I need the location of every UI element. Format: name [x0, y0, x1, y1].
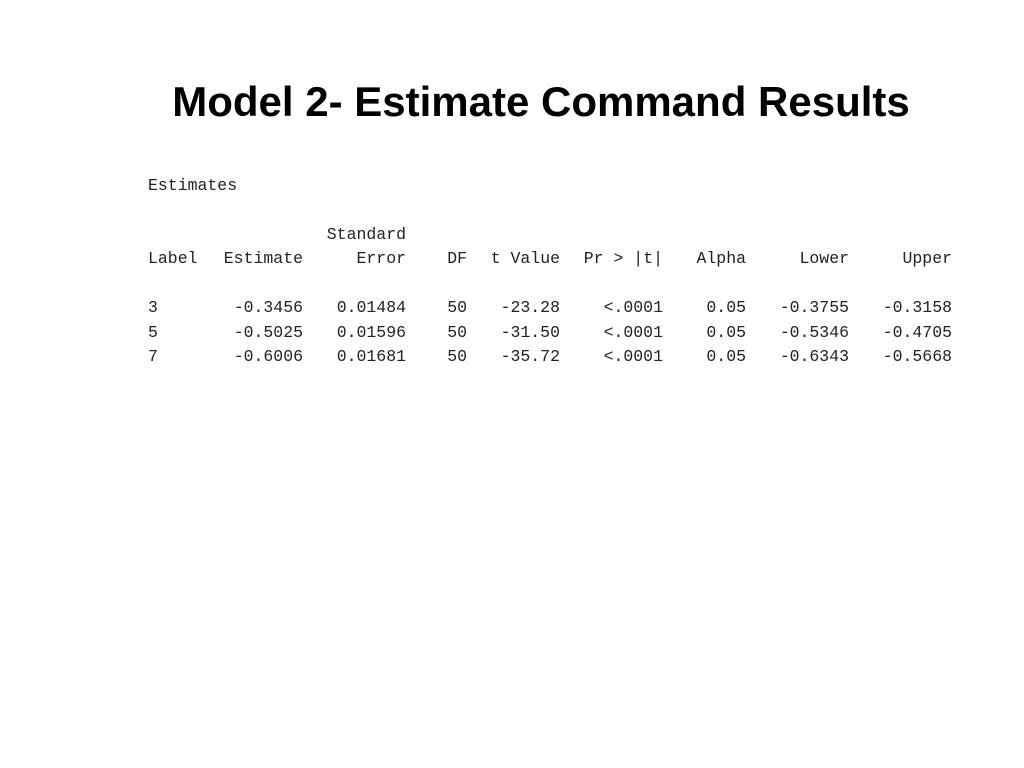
section-label: Estimates [148, 176, 238, 195]
slide-title: Model 2- Estimate Command Results [172, 78, 910, 125]
table-cell: -0.4705 [882, 322, 952, 342]
table-cell: -0.6006 [233, 347, 303, 366]
column-header: Lower [799, 249, 849, 268]
table-cell: -0.5668 [882, 347, 952, 366]
table-cell: 0.05 [706, 347, 746, 366]
table-cell: -0.3456 [233, 298, 303, 317]
column-header: Upper [902, 249, 952, 268]
table-cell: -23.28 [500, 298, 560, 317]
table-cell: 3 [148, 298, 158, 317]
column-header: DF [447, 249, 467, 268]
table-cell: 0.05 [706, 298, 746, 317]
table-cell: 5 [148, 322, 158, 342]
table-cell: 0.01681 [336, 347, 406, 366]
table-cell: -0.3158 [882, 298, 952, 317]
table-cell: -0.3755 [779, 298, 849, 317]
column-header: Error [356, 249, 406, 268]
table-cell: 0.05 [706, 322, 746, 342]
table-cell: -31.50 [500, 322, 560, 342]
table-cell: 50 [447, 347, 467, 366]
table-cell: 7 [148, 347, 158, 366]
table-cell: <.0001 [603, 322, 663, 342]
column-header: t Value [490, 249, 560, 268]
column-header: Standard [326, 224, 406, 244]
table-cell: 0.01596 [336, 322, 406, 342]
table-cell: -0.5346 [779, 322, 849, 342]
column-header: Pr > |t| [583, 249, 663, 268]
table-cell: -0.5025 [233, 322, 303, 342]
column-header: Estimate [223, 249, 303, 268]
table-cell: -0.6343 [779, 347, 849, 366]
column-header: Label [148, 249, 198, 268]
table-cell: <.0001 [603, 347, 663, 366]
table-cell: 0.01484 [336, 298, 406, 317]
table-cell: -35.72 [500, 347, 560, 366]
table-cell: 50 [447, 322, 467, 342]
table-cell: 50 [447, 298, 467, 317]
column-header: Alpha [696, 249, 746, 268]
table-cell: <.0001 [603, 298, 663, 317]
